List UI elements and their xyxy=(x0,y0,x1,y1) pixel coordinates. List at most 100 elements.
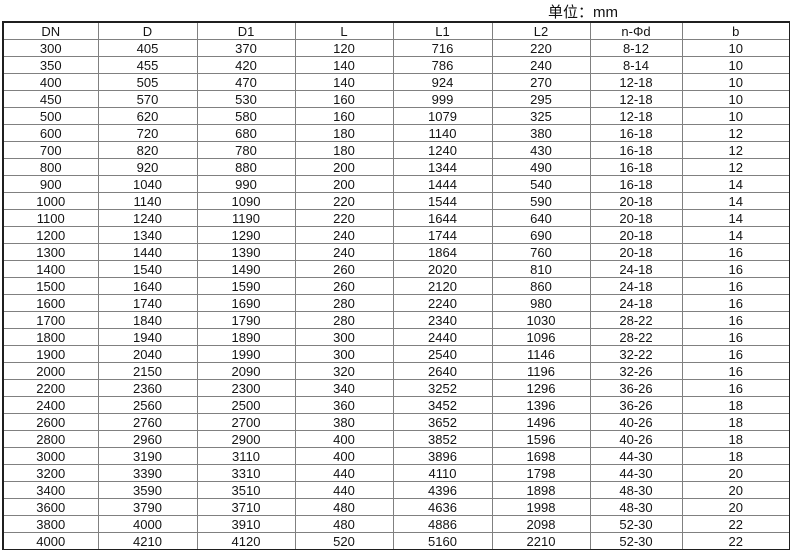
table-cell: 16 xyxy=(681,379,790,397)
table-cell: 2440 xyxy=(392,328,493,346)
table-cell: 3652 xyxy=(392,413,493,431)
table-cell: 3200 xyxy=(2,464,99,482)
table-cell: 3252 xyxy=(392,379,493,397)
table-cell: 32-22 xyxy=(589,345,683,363)
table-row: 800 920 880 200 1344 490 16-18 12 xyxy=(2,158,790,176)
table-cell: 440 xyxy=(294,464,394,482)
table-cell: 260 xyxy=(294,277,394,295)
table-cell: 28-22 xyxy=(589,328,683,346)
table-cell: 2150 xyxy=(97,362,198,380)
table-row: 3400 3590 3510 440 4396 1898 48-30 20 xyxy=(2,481,790,499)
table-cell: 10 xyxy=(681,56,790,74)
table-cell: 370 xyxy=(196,39,296,57)
table-cell: 18 xyxy=(681,447,790,465)
table-cell: 490 xyxy=(491,158,591,176)
table-cell: 4120 xyxy=(196,532,296,550)
table-cell: 16-18 xyxy=(589,124,683,142)
table-row: 3600 3790 3710 480 4636 1998 48-30 20 xyxy=(2,498,790,516)
table-cell: 1096 xyxy=(491,328,591,346)
table-cell: 8-12 xyxy=(589,39,683,57)
table-row: 1100 1240 1190 220 1644 640 20-18 14 xyxy=(2,209,790,227)
table-cell: 300 xyxy=(2,39,99,57)
table-cell: 1090 xyxy=(196,192,296,210)
table-cell: 1400 xyxy=(2,260,99,278)
table-cell: 160 xyxy=(294,90,394,108)
table-cell: 2300 xyxy=(196,379,296,397)
table-cell: 980 xyxy=(491,294,591,312)
table-cell: 500 xyxy=(2,107,99,125)
table-cell: 20-18 xyxy=(589,209,683,227)
table-cell: 140 xyxy=(294,56,394,74)
table-cell: 716 xyxy=(392,39,493,57)
table-cell: 3390 xyxy=(97,464,198,482)
table-cell: 2560 xyxy=(97,396,198,414)
table-cell: 1898 xyxy=(491,481,591,499)
table-cell: 12-18 xyxy=(589,107,683,125)
table-cell: 340 xyxy=(294,379,394,397)
column-header-l2: L2 xyxy=(491,21,591,40)
table-cell: 1500 xyxy=(2,277,99,295)
table-cell: 420 xyxy=(196,56,296,74)
table-row: 1500 1640 1590 260 2120 860 24-18 16 xyxy=(2,277,790,295)
table-cell: 2240 xyxy=(392,294,493,312)
table-row: 1200 1340 1290 240 1744 690 20-18 14 xyxy=(2,226,790,244)
table-row: 900 1040 990 200 1444 540 16-18 14 xyxy=(2,175,790,193)
table-row: 500 620 580 160 1079 325 12-18 10 xyxy=(2,107,790,125)
table-cell: 320 xyxy=(294,362,394,380)
table-cell: 690 xyxy=(491,226,591,244)
table-cell: 140 xyxy=(294,73,394,91)
table-cell: 22 xyxy=(681,515,790,533)
table-cell: 530 xyxy=(196,90,296,108)
table-cell: 440 xyxy=(294,481,394,499)
table-cell: 400 xyxy=(294,430,394,448)
table-cell: 570 xyxy=(97,90,198,108)
table-cell: 405 xyxy=(97,39,198,57)
table-cell: 1540 xyxy=(97,260,198,278)
table-cell: 820 xyxy=(97,141,198,159)
table-cell: 120 xyxy=(294,39,394,57)
table-cell: 1840 xyxy=(97,311,198,329)
table-cell: 1790 xyxy=(196,311,296,329)
table-cell: 16 xyxy=(681,328,790,346)
table-row: 1800 1940 1890 300 2440 1096 28-22 16 xyxy=(2,328,790,346)
column-header-l1: L1 xyxy=(392,21,493,40)
table-cell: 900 xyxy=(2,175,99,193)
table-cell: 180 xyxy=(294,141,394,159)
table-cell: 20-18 xyxy=(589,243,683,261)
table-cell: 1396 xyxy=(491,396,591,414)
table-cell: 2500 xyxy=(196,396,296,414)
table-cell: 10 xyxy=(681,73,790,91)
table-cell: 10 xyxy=(681,107,790,125)
table-cell: 380 xyxy=(491,124,591,142)
table-cell: 2090 xyxy=(196,362,296,380)
table-cell: 350 xyxy=(2,56,99,74)
table-cell: 270 xyxy=(491,73,591,91)
table-cell: 1200 xyxy=(2,226,99,244)
column-header-d1: D1 xyxy=(196,21,296,40)
table-cell: 1940 xyxy=(97,328,198,346)
table-cell: 16 xyxy=(681,311,790,329)
table-cell: 16 xyxy=(681,277,790,295)
table-cell: 620 xyxy=(97,107,198,125)
table-cell: 2700 xyxy=(196,413,296,431)
table-cell: 4636 xyxy=(392,498,493,516)
table-cell: 2340 xyxy=(392,311,493,329)
table-cell: 44-30 xyxy=(589,464,683,482)
table-cell: 8-14 xyxy=(589,56,683,74)
table-row: 3200 3390 3310 440 4110 1798 44-30 20 xyxy=(2,464,790,482)
table-cell: 16-18 xyxy=(589,158,683,176)
table-cell: 1596 xyxy=(491,430,591,448)
table-cell: 2040 xyxy=(97,345,198,363)
table-cell: 220 xyxy=(294,192,394,210)
table-cell: 3110 xyxy=(196,447,296,465)
table-cell: 52-30 xyxy=(589,515,683,533)
table-cell: 1030 xyxy=(491,311,591,329)
flange-dimension-table: DN D D1 L L1 L2 n-Φd b 300 405 370 120 716 22… xyxy=(2,21,790,550)
table-cell: 860 xyxy=(491,277,591,295)
table-cell: 280 xyxy=(294,294,394,312)
table-row: 600 720 680 180 1140 380 16-18 12 xyxy=(2,124,790,142)
table-cell: 4210 xyxy=(97,532,198,550)
table-row: 2600 2760 2700 380 3652 1496 40-26 18 xyxy=(2,413,790,431)
table-cell: 4110 xyxy=(392,464,493,482)
table-cell: 40-26 xyxy=(589,413,683,431)
